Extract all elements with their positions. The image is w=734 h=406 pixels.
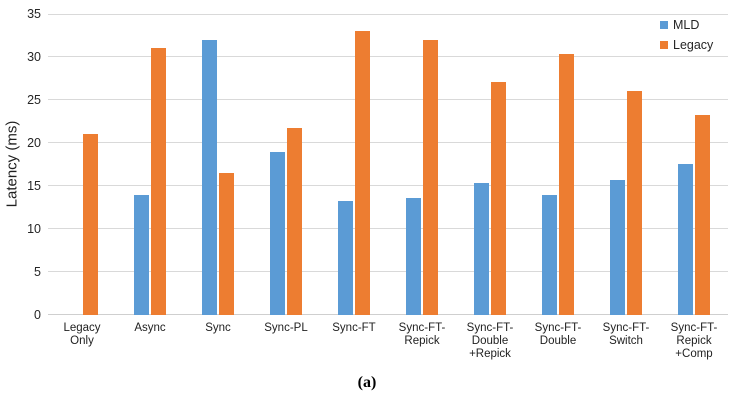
category-sync-ft-double (524, 14, 592, 315)
x-tick-label-8: Sync-FT- Double (534, 322, 582, 347)
bar-legacy-5 (355, 31, 370, 315)
plot-area (48, 14, 728, 315)
bar-mld-2 (134, 195, 149, 315)
x-tick-label-6: Sync-FT- Repick (398, 322, 446, 347)
category-sync-pl (252, 14, 320, 315)
bar-legacy-2 (151, 48, 166, 315)
figure-caption: (a) (357, 374, 377, 391)
gridline-y-0 (48, 314, 728, 315)
bar-legacy-3 (219, 173, 234, 315)
y-axis-ticks: 0 5 10 15 20 25 30 35 (0, 0, 41, 406)
bar-legacy-10 (695, 115, 710, 315)
x-tick-label-2: Async (134, 322, 166, 334)
legend-item-mld: MLD (660, 18, 713, 32)
bar-legacy-4 (287, 128, 302, 315)
bar-mld-3 (202, 40, 217, 315)
legend-label-mld: MLD (673, 18, 700, 32)
legend-label-legacy: Legacy (673, 38, 714, 52)
bar-mld-10 (678, 164, 693, 315)
bar-mld-6 (406, 198, 421, 315)
x-axis-labels: Legacy Only Async Sync Sync-PL Sync-FT Sync-FT… (48, 322, 728, 372)
gridline-y-20 (48, 142, 728, 143)
y-tick-label-5: 5 (34, 265, 41, 279)
category-sync-ft (320, 14, 388, 315)
bar-mld-9 (610, 180, 625, 315)
bar-mld-8 (542, 195, 557, 315)
legend-item-legacy: Legacy (660, 38, 713, 52)
bar-legacy-6 (423, 40, 438, 315)
legend: MLD Legacy (660, 18, 713, 52)
x-tick-label-4: Sync-PL (264, 322, 308, 334)
x-tick-label-3: Sync (205, 322, 231, 334)
x-tick-label-7: Sync-FT- Double +Repick (466, 322, 514, 360)
y-tick-label-30: 30 (27, 50, 41, 64)
gridline-y-30 (48, 56, 728, 57)
x-tick-label-9: Sync-FT- Switch (602, 322, 650, 347)
x-tick-label-1: Legacy Only (63, 322, 101, 347)
category-sync-ft-switch (592, 14, 660, 315)
gridline-y-35 (48, 14, 728, 15)
y-tick-label-10: 10 (27, 222, 41, 236)
bar-mld-4 (270, 152, 285, 315)
bar-mld-5 (338, 201, 353, 315)
category-sync-ft-repick-comp (660, 14, 728, 315)
bar-legacy-8 (559, 54, 574, 315)
gridline-y-10 (48, 228, 728, 229)
gridline-y-25 (48, 99, 728, 100)
bar-legacy-9 (627, 91, 642, 315)
category-sync-ft-repick (388, 14, 456, 315)
y-tick-label-20: 20 (27, 136, 41, 150)
gridline-y-5 (48, 271, 728, 272)
category-async (116, 14, 184, 315)
y-tick-label-15: 15 (27, 179, 41, 193)
x-tick-label-5: Sync-FT (332, 322, 376, 334)
y-tick-label-25: 25 (27, 93, 41, 107)
y-tick-label-0: 0 (34, 308, 41, 322)
category-legacy-only (48, 14, 116, 315)
gridline-y-15 (48, 185, 728, 186)
category-sync (184, 14, 252, 315)
bar-legacy-1 (83, 134, 98, 315)
bar-mld-7 (474, 183, 489, 315)
bar-legacy-7 (491, 82, 506, 315)
category-sync-ft-double-repick (456, 14, 524, 315)
legend-swatch-legacy (660, 41, 668, 49)
x-tick-label-10: Sync-FT- Repick +Comp (670, 322, 718, 360)
legend-swatch-mld (660, 21, 668, 29)
y-tick-label-35: 35 (27, 7, 41, 21)
